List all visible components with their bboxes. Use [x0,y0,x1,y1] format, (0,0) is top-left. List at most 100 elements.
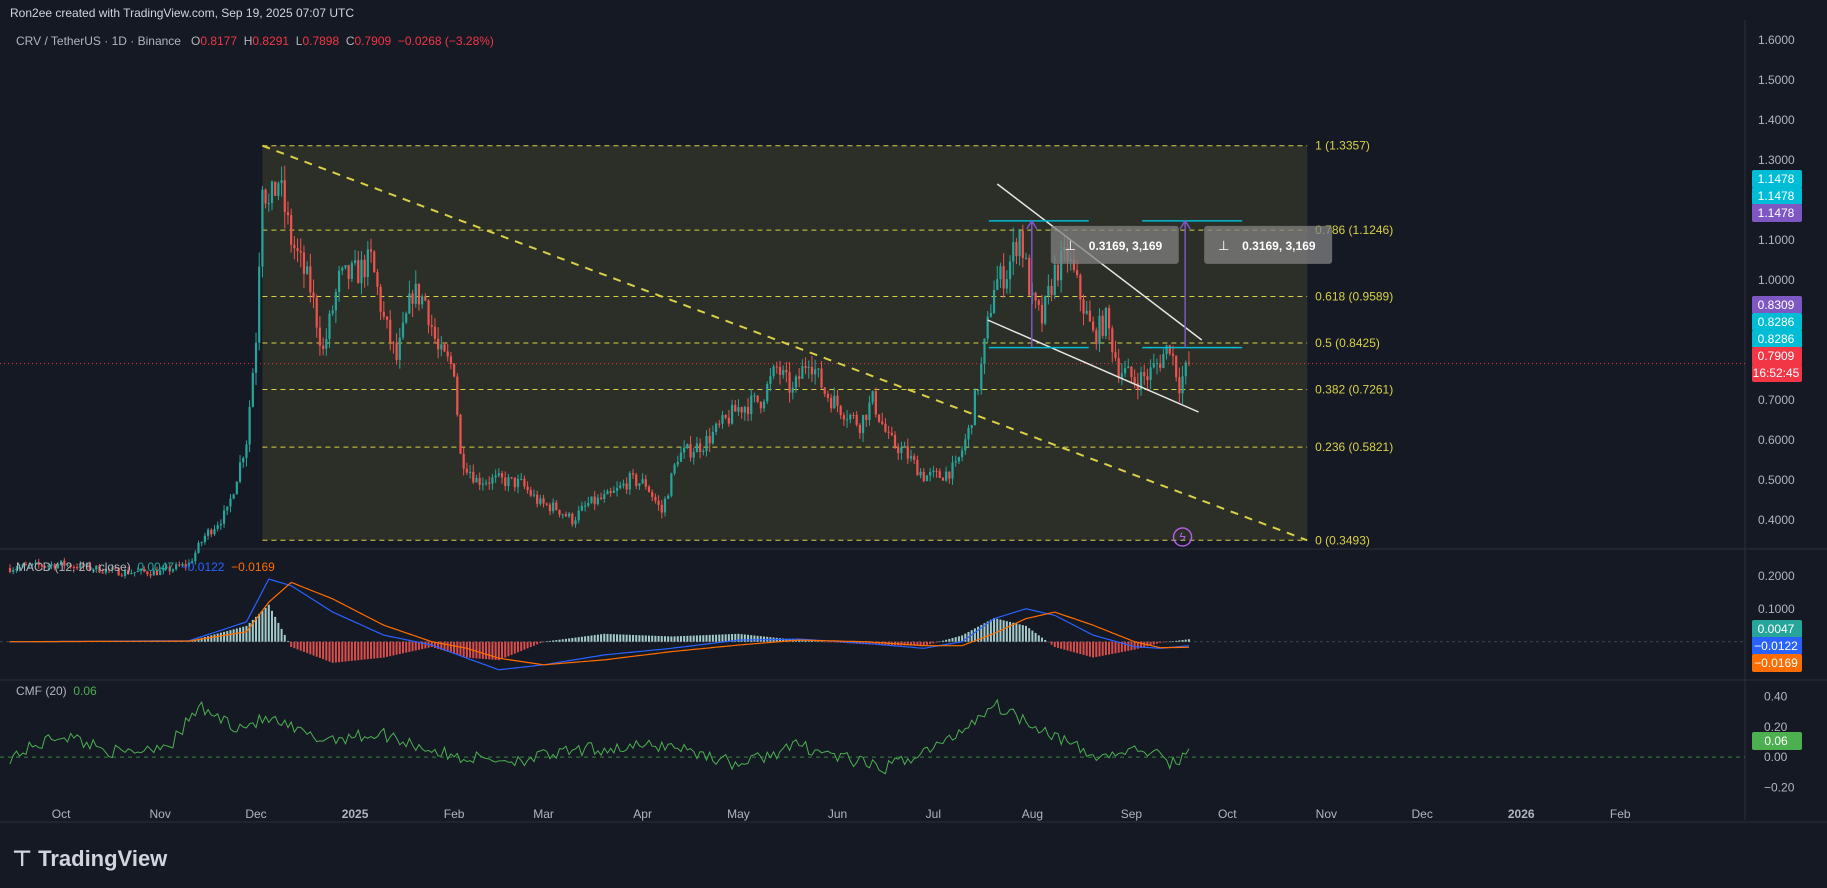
candle-body [762,401,766,409]
candle-body [1060,250,1063,281]
macd-hist-bar [756,635,759,642]
candle-body [532,494,536,496]
candle-body [366,249,369,278]
macd-hist-bar [1025,625,1028,642]
candle-body [727,417,730,424]
macd-hist-bar [1072,641,1075,653]
macd-hist-bar [248,622,251,642]
macd-hist-bar [491,641,494,660]
macd-hist-bar [318,641,321,658]
candle-body [123,570,127,576]
candle-body [913,456,916,460]
macd-signal-line [10,581,1189,666]
candle-body [695,443,699,453]
price-tick-label: 1.4000 [1758,113,1795,127]
cmf-tick-label: −0.20 [1764,780,1795,794]
measure-label-box [1050,225,1179,264]
macd-tick-label: 0.2000 [1758,569,1795,583]
macd-hist-value: −0.0169 [231,560,275,574]
candle-body [558,509,561,515]
candle-body [440,344,443,350]
candle-body [833,395,836,409]
price-label-text: −0.0169 [1754,656,1798,670]
candle-body [216,525,219,530]
time-tick-label: Nov [149,807,170,821]
cmf-tick-label: 0.00 [1764,750,1788,764]
macd-hist-bar [644,635,647,642]
candle-body [159,570,162,576]
macd-hist-bar [229,630,232,642]
candle-body [523,478,526,487]
candle-body [587,502,590,506]
macd-hist-bar [679,636,682,642]
candle-body [296,248,299,251]
candle-body [437,338,440,350]
tradingview-logo[interactable]: ⊤ TradingView [12,846,167,872]
macd-price-label: 0.0047 [1752,620,1802,638]
macd-hist-bar [283,634,286,642]
candle-body [385,316,389,320]
candle-body [584,505,587,507]
candle-body [232,494,235,499]
price-tick-label: 1.1000 [1758,233,1795,247]
macd-hist-bar [919,641,922,646]
candle-body [964,439,967,451]
candle-body [644,479,647,487]
macd-tick-label: 0.1000 [1758,602,1795,616]
candle-body [401,322,405,338]
macd-hist-bar [993,617,996,642]
candle-body [520,478,523,480]
candle-body [778,366,782,375]
macd-hist-bar [596,634,599,642]
macd-hist-bar [408,641,411,652]
macd-legend[interactable]: MACD (12, 26, close) 0.0047 −0.0122 −0.0… [16,560,275,574]
candle-body [1015,242,1018,257]
macd-hist-bar [951,638,954,642]
macd-hist-bar [878,641,881,645]
macd-hist-bar [453,641,456,654]
candle-body [379,286,382,312]
macd-hist-bar [929,641,932,645]
candle-body [957,457,961,462]
macd-hist-bar [571,637,574,642]
candle-body [95,565,98,570]
candle-body [1143,372,1146,377]
macd-hist-bar [545,641,548,642]
macd-hist-bar [395,641,398,655]
fib-levels: 1 (1.3357) 0.786 (1.1246) 0.618 (0.9589) 0.… [262,139,1393,547]
candle-body [699,443,702,453]
candle-body [826,393,830,398]
candle-body [258,266,261,343]
candle-body [181,563,184,566]
candle-body [619,485,622,488]
price-label-text: 0.06 [1764,734,1788,748]
macd-hist-bar [270,610,273,642]
candle-body [433,326,437,339]
cmf-legend[interactable]: CMF (20) 0.06 [16,684,97,698]
symbol-name[interactable]: CRV / TetherUS · 1D · Binance [16,34,181,48]
macd-hist-bar [267,604,270,642]
macd-hist-bar [1136,641,1139,649]
macd-hist-bar [306,641,309,654]
macd-hist-bar [1040,637,1043,642]
macd-hist-bar [1098,641,1101,657]
time-tick-label: Nov [1316,807,1337,821]
macd-hist-bar [737,633,740,642]
macd-hist-bar [405,641,408,653]
macd-hist-bar [1120,641,1123,653]
candle-body [75,567,79,569]
macd-hist-bar [734,633,737,642]
cmf-value: 0.06 [73,684,97,698]
candle-body [50,564,53,566]
macd-hist-bar [948,638,951,642]
candle-body [651,492,654,497]
macd-line [10,578,1190,671]
macd-hist-bar [443,641,446,651]
candles [8,165,1191,579]
price-label-text: 1.1478 [1758,189,1795,203]
macd-hist-bar [548,640,551,642]
candle-body [120,575,123,577]
macd-hist-bar [810,640,813,642]
